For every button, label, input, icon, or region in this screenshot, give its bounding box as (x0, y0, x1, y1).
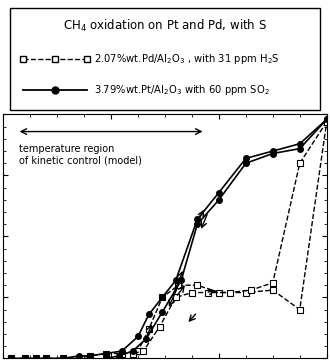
FancyBboxPatch shape (10, 8, 320, 110)
Text: 2.07%wt.Pd/Al$_2$O$_3$ , with 31 ppm H$_2$S: 2.07%wt.Pd/Al$_2$O$_3$ , with 31 ppm H$_… (94, 52, 280, 66)
Text: CH$_4$ oxidation on Pt and Pd, with S: CH$_4$ oxidation on Pt and Pd, with S (63, 18, 267, 34)
Text: temperature region
of kinetic control (model): temperature region of kinetic control (m… (19, 144, 142, 165)
Text: 3.79%wt.Pt/Al$_2$O$_3$ with 60 ppm SO$_2$: 3.79%wt.Pt/Al$_2$O$_3$ with 60 ppm SO$_2… (94, 83, 270, 97)
